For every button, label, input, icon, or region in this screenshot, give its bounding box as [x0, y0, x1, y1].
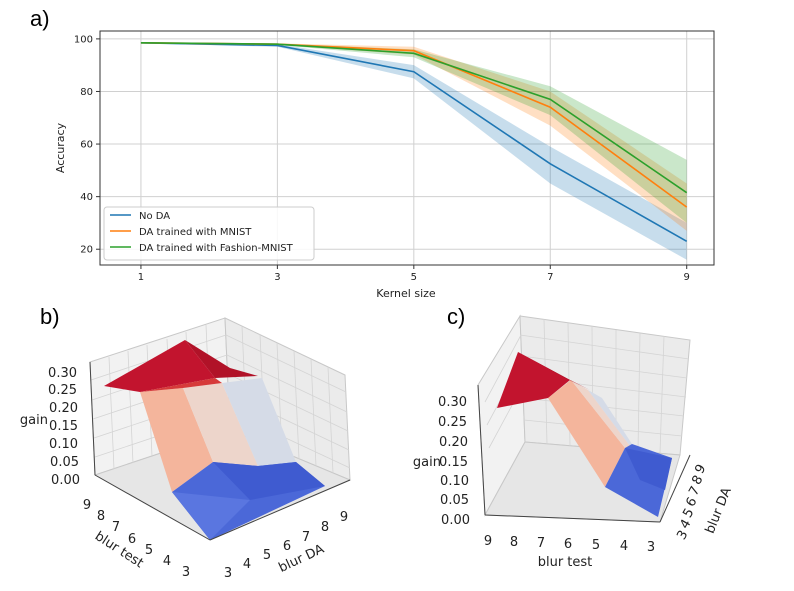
- surface-facet: [183, 383, 258, 466]
- blur-da-axis: [659, 454, 691, 523]
- gain-surface: [104, 340, 325, 540]
- tick-label: 8: [321, 520, 329, 535]
- y-tick-label: 60: [80, 140, 93, 151]
- panel-label-c: c): [447, 304, 465, 329]
- y-tick-label: 80: [80, 87, 93, 98]
- tick-label: 6: [564, 537, 572, 552]
- tick-label: 0.15: [49, 419, 78, 434]
- series-line: [140, 42, 688, 194]
- legend-label: DA trained with Fashion-MNIST: [139, 243, 294, 254]
- tick-label: 5: [592, 538, 600, 553]
- panel-label-a: a): [30, 6, 50, 31]
- blur-test-ticks: 3 4 5 6 7 8 9: [83, 498, 190, 580]
- x-tick-label: 1: [138, 272, 144, 283]
- surface-peak: [497, 352, 570, 408]
- tick-label: 0.10: [49, 437, 78, 452]
- confidence-bands: [140, 42, 687, 260]
- tick-label: 0.30: [48, 366, 77, 381]
- y-tick-label: 20: [80, 245, 93, 256]
- panel-label-b: b): [40, 304, 60, 329]
- tick-label: 0.00: [51, 473, 80, 488]
- line-chart-accuracy: 1 3 5 7 9 20 40 60 80 100 Kernel size Accuracy N…: [54, 30, 715, 300]
- surface-plot-b: 0.00 0.05 0.10 0.15 0.20 0.25 0.30 gain …: [20, 317, 352, 581]
- tick-label: 9: [340, 510, 348, 525]
- surface-facet: [548, 380, 625, 487]
- blur-test-axis: [94, 474, 211, 541]
- series-line: [140, 42, 688, 243]
- surface-facet: [222, 378, 296, 466]
- x-tick-label: 5: [411, 272, 417, 283]
- tick-label: 0.05: [440, 493, 469, 508]
- series-lines: [140, 42, 688, 243]
- gain-ticks: 0.00 0.05 0.10 0.15 0.20 0.25 0.30: [48, 366, 80, 488]
- tick-label: 6: [283, 539, 291, 554]
- tick-label: 7: [537, 536, 545, 551]
- surface-peak: [140, 378, 222, 392]
- blur-da-ticks: 3 4 5 6 7 8 9: [224, 510, 348, 581]
- surface-floor-facet: [172, 492, 250, 540]
- tick-label: 0.15: [439, 455, 468, 470]
- blur-test-axis: [484, 514, 661, 523]
- tick-label: 0.05: [50, 455, 79, 470]
- tick-label: 8: [97, 509, 105, 524]
- surface-facet: [140, 388, 213, 492]
- plot-frame: [99, 30, 715, 266]
- confidence-band: [140, 42, 687, 223]
- x-tick-label: 7: [547, 272, 553, 283]
- tick-label: 0.10: [440, 474, 469, 489]
- surface-facet: [571, 380, 630, 448]
- surface-peak: [104, 340, 215, 392]
- tick-label: 7: [302, 530, 310, 545]
- legend-box: [103, 206, 315, 261]
- gain-axis-label: gain: [413, 455, 441, 470]
- legend: No DA DA trained with MNIST DA trained w…: [103, 206, 315, 261]
- y-tick-label: 100: [74, 34, 93, 45]
- tick-label: 9: [484, 534, 492, 549]
- tick-label: 3: [224, 566, 232, 581]
- tick-label: 0.25: [438, 415, 467, 430]
- confidence-band: [140, 42, 687, 231]
- gain-axis-label: gain: [20, 413, 48, 428]
- gain-ticks: 0.00 0.05 0.10 0.15 0.20 0.25 0.30: [438, 395, 470, 528]
- x-axis-label: Kernel size: [376, 287, 436, 300]
- blur-test-axis-label: blur test: [538, 555, 593, 570]
- tick-label: 0.20: [49, 401, 78, 416]
- tick-label: 8: [510, 535, 518, 550]
- tick-label: 4: [163, 554, 171, 569]
- surface-floor-facet: [213, 462, 325, 500]
- tick-label: 0.30: [438, 395, 467, 410]
- tick-label: 9: [83, 498, 91, 513]
- gain-axis: [477, 384, 486, 516]
- surface-peak: [185, 340, 258, 378]
- gain-surface: [497, 352, 672, 517]
- x-axis-ticks: 1 3 5 7 9: [138, 265, 690, 283]
- x-tick-label: 3: [274, 272, 280, 283]
- blur-test-ticks: 9 8 7 6 5 4 3: [484, 534, 655, 555]
- x-tick-label: 9: [684, 272, 690, 283]
- blur-da-axis-label: blur DA: [703, 485, 735, 535]
- tick-label: 0.20: [439, 435, 468, 450]
- tick-label: 3: [647, 540, 655, 555]
- surface-facet: [588, 390, 632, 446]
- y-tick-label: 40: [80, 192, 93, 203]
- tick-label: 4: [243, 557, 251, 572]
- tick-label: 5: [263, 548, 271, 563]
- tick-label: 0.25: [48, 383, 77, 398]
- tick-label: 0.00: [441, 513, 470, 528]
- surface-plot-c: 0.00 0.05 0.10 0.15 0.20 0.25 0.30 gain …: [413, 314, 735, 570]
- y-axis-label: Accuracy: [54, 122, 67, 173]
- y-axis-ticks: 20 40 60 80 100: [74, 34, 100, 256]
- gain-axis: [89, 361, 96, 476]
- tick-label: 3: [182, 565, 190, 580]
- surface-floor-facet: [625, 448, 672, 490]
- tick-label: 6: [128, 532, 136, 547]
- blur-test-axis-label: blur test: [92, 529, 146, 571]
- tick-label: 7: [112, 520, 120, 535]
- legend-label: No DA: [139, 211, 170, 222]
- tick-label: 4: [620, 539, 628, 554]
- blur-da-axis: [209, 479, 351, 541]
- legend-label: DA trained with MNIST: [139, 227, 252, 238]
- tick-label: 5: [145, 543, 153, 558]
